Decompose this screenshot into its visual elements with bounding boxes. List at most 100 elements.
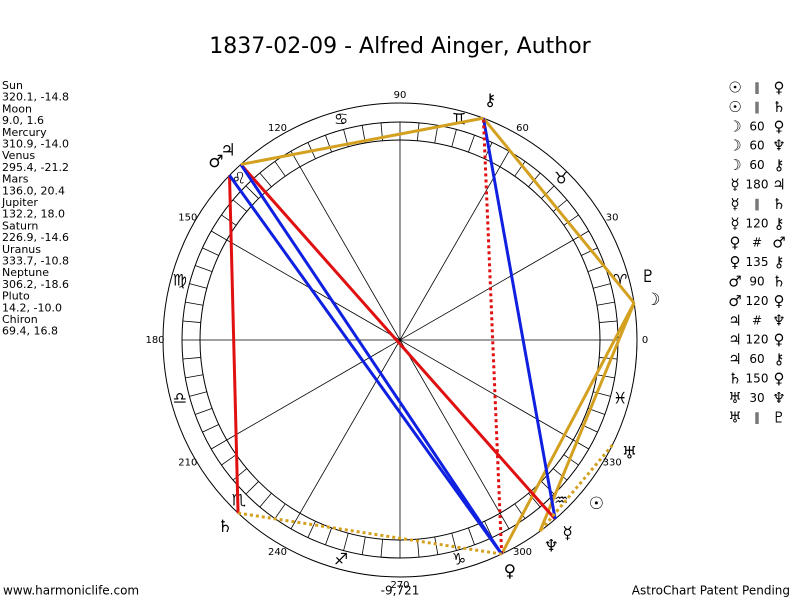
ring-tick: [185, 301, 204, 306]
planet-name: Venus: [2, 149, 35, 162]
planet-coords: 295.4, -21.2: [2, 161, 69, 174]
zodiac-sign: ♈: [613, 270, 627, 289]
ring-tick: [596, 374, 615, 379]
aspect-to: ♀: [774, 292, 785, 310]
aspect-line: [481, 118, 504, 555]
aspect-line: [237, 511, 502, 556]
aspect-type: ∥: [754, 410, 760, 424]
planet-name: Uranus: [2, 243, 41, 256]
ring-tick: [185, 374, 204, 379]
ring-tick: [202, 247, 219, 256]
planet-glyph: ♄: [217, 517, 232, 537]
planet-coords: 136.0, 20.4: [2, 184, 65, 197]
aspect-to: ♀: [774, 117, 785, 135]
aspect-from: ♄: [728, 370, 741, 388]
ring-tick: [182, 320, 201, 323]
footer-right: AstroChart Patent Pending: [632, 584, 790, 598]
ring-tick: [195, 265, 213, 272]
ring-tick: [434, 536, 439, 555]
ring-tick: [468, 135, 475, 153]
planet-glyph: ☉: [589, 494, 604, 514]
aspect-type: 60: [749, 352, 764, 366]
ring-tick: [274, 161, 286, 177]
degree-label: 120: [268, 123, 287, 134]
ring-tick: [259, 172, 272, 188]
planet-name: Saturn: [2, 219, 38, 232]
planet-coords: 69.4, 16.8: [2, 325, 58, 338]
aspect-type: ∥: [754, 197, 760, 211]
ring-tick: [552, 468, 568, 481]
zodiac-sign: ♑: [452, 550, 466, 569]
degree-label: 330: [603, 458, 622, 469]
planet-coords: 9.0, 1.6: [2, 114, 44, 127]
ring-tick: [245, 481, 259, 495]
ring-tick: [211, 439, 227, 450]
ring-tick: [599, 320, 618, 323]
ring-tick: [541, 185, 555, 199]
aspect-to: ♆: [772, 137, 785, 155]
planet-name: Mars: [2, 173, 29, 186]
ring-tick: [325, 527, 332, 545]
degree-label: 150: [178, 213, 197, 224]
aspect-type: 120: [746, 333, 769, 347]
aspect-from: ☿: [730, 214, 739, 232]
planet-glyph: ♅: [622, 443, 637, 463]
degree-label: 60: [516, 123, 529, 134]
aspect-line: [239, 163, 557, 521]
aspect-from: ☿: [730, 195, 739, 213]
ring-tick: [290, 513, 301, 529]
ring-tick: [221, 214, 237, 226]
title: 1837-02-09 - Alfred Ainger, Author: [209, 34, 591, 59]
aspect-type: ∥: [754, 81, 760, 95]
planet-coords: 14.2, -10.0: [2, 301, 62, 314]
aspect-to: ⚷: [774, 253, 785, 271]
house-line: [226, 239, 574, 441]
aspect-from: ♀: [730, 253, 741, 271]
ring-tick: [211, 230, 227, 241]
ring-tick: [484, 521, 493, 538]
aspect-line: [228, 174, 503, 555]
zodiac-sign: ♋: [334, 109, 348, 128]
aspect-from: ♃: [728, 350, 741, 368]
aspect-type: 60: [749, 158, 764, 172]
footer-center: -9,721: [381, 584, 420, 598]
degree-label: 180: [145, 335, 164, 346]
aspect-to: ⚷: [774, 214, 785, 232]
aspect-from: ☉: [728, 98, 741, 116]
planet-name: Pluto: [2, 290, 30, 303]
planet-name: Mercury: [2, 126, 47, 139]
planet-glyph: ♇: [641, 267, 656, 287]
footer-left: www.harmoniclife.com: [3, 584, 139, 598]
aspect-from: ♅: [728, 389, 741, 407]
planet-glyph: ♃: [220, 140, 235, 160]
aspect-to: ♆: [772, 389, 785, 407]
aspect-type: #: [752, 313, 762, 327]
aspect-to: ♄: [772, 98, 785, 116]
aspect-line: [538, 302, 636, 532]
zodiac-sign: ♎: [173, 389, 187, 408]
aspect-line: [481, 117, 557, 520]
zodiac-sign: ♍: [173, 270, 187, 289]
ring-tick: [552, 199, 568, 212]
aspect-from: ☽: [728, 156, 741, 174]
aspect-type: 90: [749, 275, 764, 289]
aspect-line: [500, 302, 636, 555]
aspect-type: 135: [746, 255, 769, 269]
planet-name: Sun: [2, 79, 23, 92]
aspect-to: ♀: [774, 370, 785, 388]
aspect-to: ♃: [772, 176, 785, 194]
ring-tick: [528, 492, 541, 508]
aspect-line: [538, 444, 614, 533]
planet-glyph: ☽: [645, 290, 660, 310]
ring-tick: [596, 301, 615, 306]
planet-coords: 306.2, -18.6: [2, 278, 69, 291]
ring-tick: [274, 503, 286, 519]
degree-label: 270: [390, 580, 409, 591]
planet-glyph: ⚷: [484, 90, 496, 110]
planet-coords: 320.1, -14.8: [2, 91, 69, 104]
degree-label: 90: [394, 90, 407, 101]
aspect-to: ♀: [774, 331, 785, 349]
planet-glyph: ♆: [544, 537, 559, 557]
aspect-from: ♂: [728, 292, 741, 310]
